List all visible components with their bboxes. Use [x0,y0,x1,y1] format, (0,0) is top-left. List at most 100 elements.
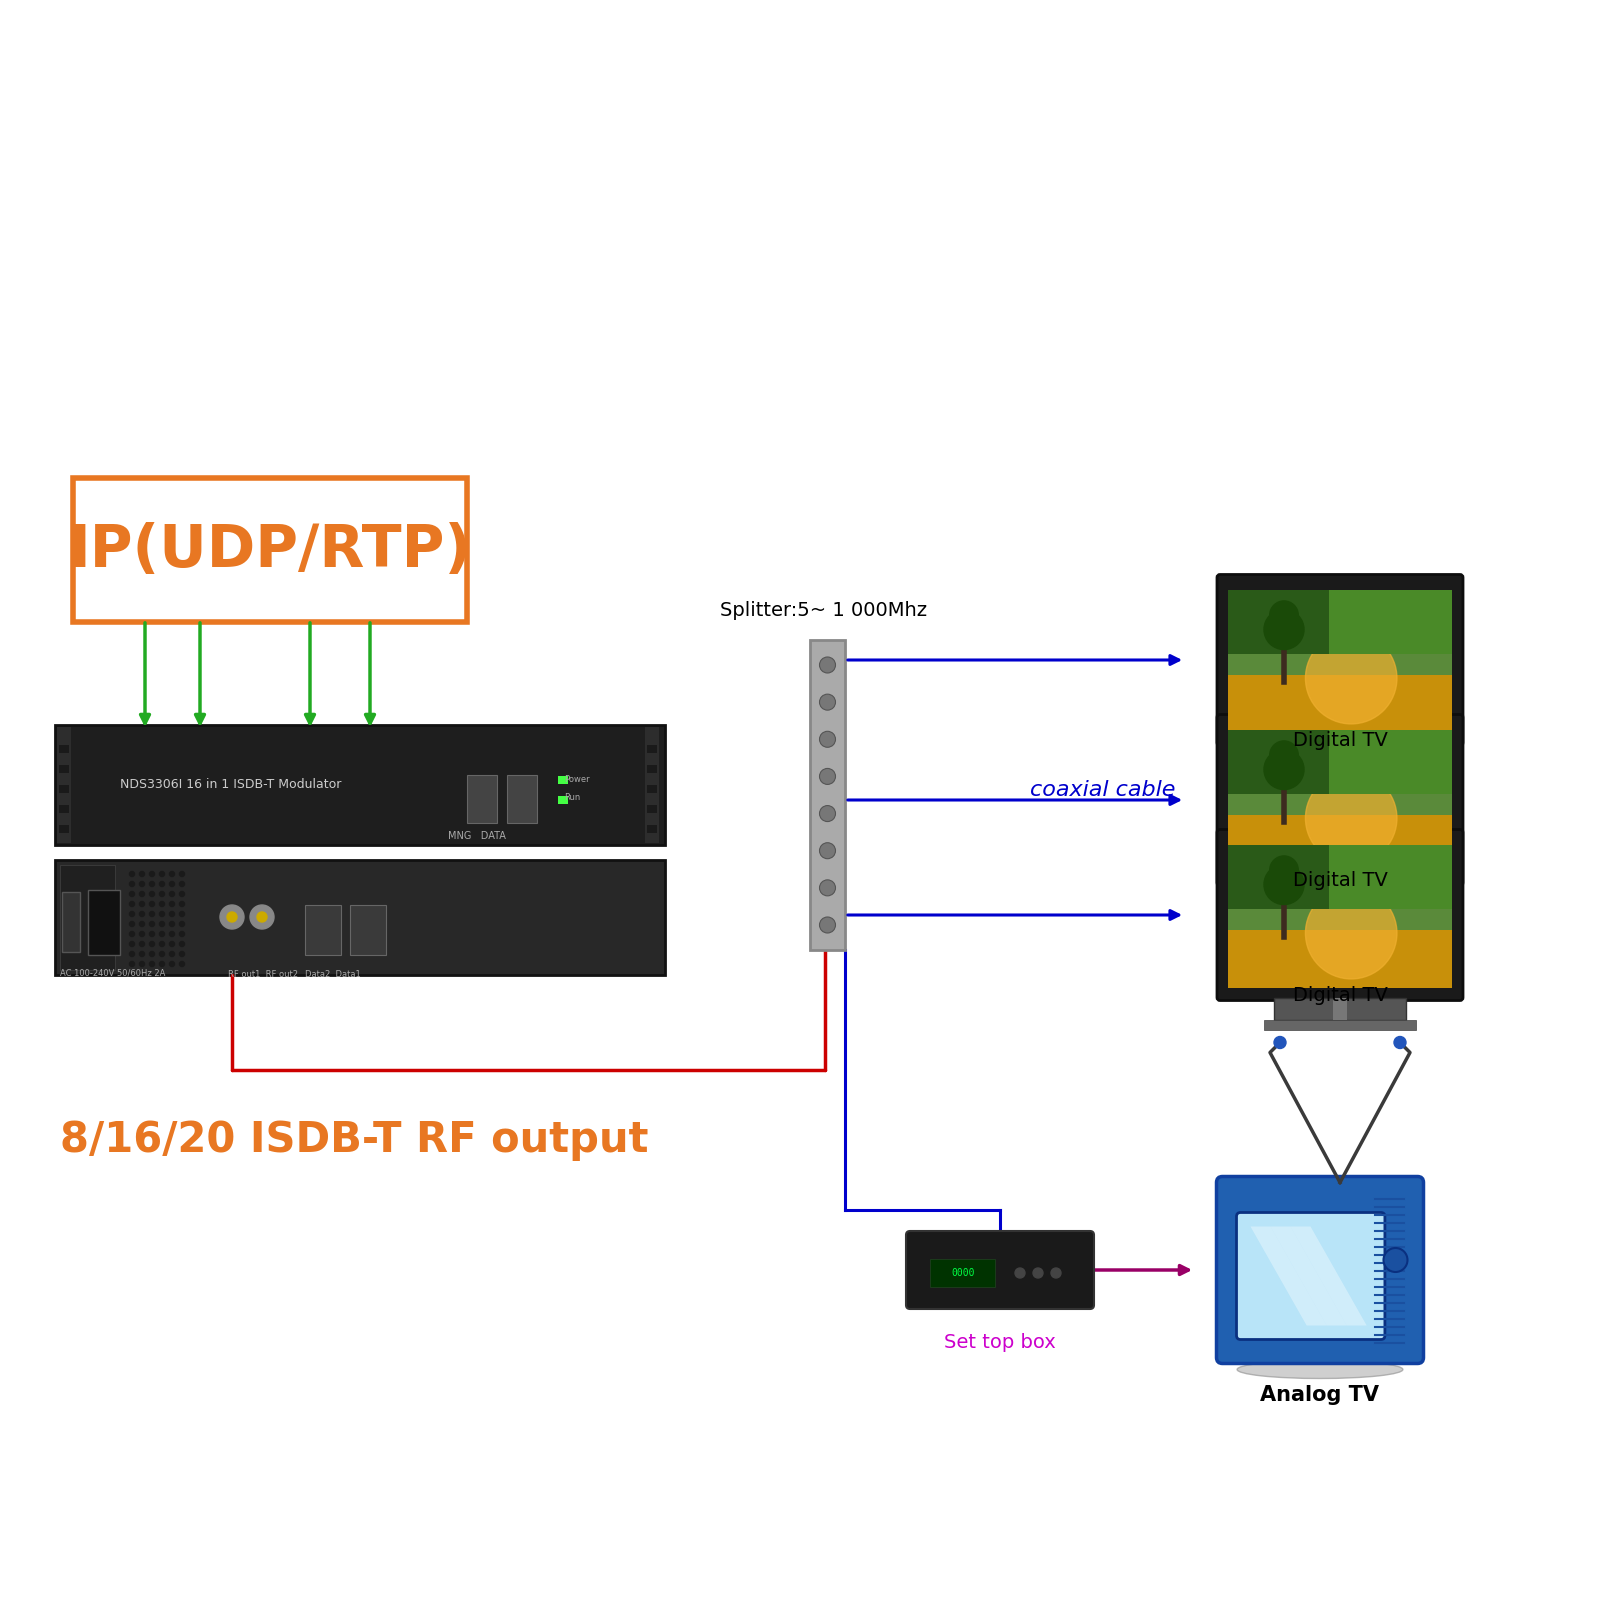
Circle shape [149,941,155,947]
Bar [1229,845,1453,930]
Circle shape [139,941,144,947]
Bar [1274,742,1406,765]
Circle shape [160,912,165,917]
Bar [646,746,658,754]
Circle shape [139,931,144,936]
Circle shape [819,658,835,674]
Circle shape [139,912,144,917]
Circle shape [819,880,835,896]
Circle shape [1306,632,1397,723]
Circle shape [819,917,835,933]
Bar [1229,730,1453,816]
Bar [1328,589,1453,654]
Bar [1229,589,1453,675]
Text: Data2  Data1: Data2 Data1 [306,970,360,979]
Bar [645,726,659,843]
Circle shape [250,906,274,930]
Bar [1229,589,1328,654]
Circle shape [170,901,174,907]
Bar [306,906,341,955]
Circle shape [179,931,184,936]
Circle shape [179,901,184,907]
Bar [62,893,80,952]
Bar [59,826,69,834]
Circle shape [1306,773,1397,864]
Circle shape [160,882,165,886]
Circle shape [149,922,155,926]
Circle shape [160,891,165,896]
Circle shape [149,962,155,966]
Circle shape [170,882,174,886]
Circle shape [160,941,165,947]
Circle shape [1014,1267,1026,1278]
Circle shape [819,694,835,710]
Bar [59,765,69,773]
Circle shape [1264,864,1304,904]
FancyBboxPatch shape [74,478,467,622]
Circle shape [139,922,144,926]
Bar [58,726,70,843]
Text: AC 100-240V 50/60Hz 2A: AC 100-240V 50/60Hz 2A [61,970,165,978]
Circle shape [170,962,174,966]
Bar [59,746,69,754]
Circle shape [130,952,134,957]
Circle shape [160,922,165,926]
Bar [1229,730,1328,794]
Circle shape [149,912,155,917]
Circle shape [149,901,155,907]
Circle shape [819,843,835,859]
Text: 0000: 0000 [952,1267,974,1278]
Text: Digital TV: Digital TV [1293,870,1387,890]
Text: coaxial cable: coaxial cable [1030,781,1176,800]
Text: Analog TV: Analog TV [1261,1386,1379,1405]
Polygon shape [1251,1227,1326,1325]
Bar [558,776,568,784]
Circle shape [1270,602,1298,629]
Circle shape [819,731,835,747]
Bar [1328,845,1453,909]
Circle shape [179,891,184,896]
FancyBboxPatch shape [906,1230,1094,1309]
Circle shape [179,941,184,947]
Bar [1333,997,1347,1019]
Circle shape [139,882,144,886]
Circle shape [170,922,174,926]
Bar [54,861,666,974]
Circle shape [170,941,174,947]
Circle shape [179,962,184,966]
Circle shape [179,882,184,886]
Circle shape [170,931,174,936]
Bar [61,866,115,970]
Polygon shape [1270,1227,1347,1325]
Bar [350,906,386,955]
Bar [646,786,658,794]
Bar [1333,883,1347,904]
FancyBboxPatch shape [1218,715,1462,885]
FancyBboxPatch shape [1218,574,1462,746]
Text: Set top box: Set top box [944,1333,1056,1352]
Bar [558,795,568,803]
Circle shape [130,962,134,966]
Bar [1274,997,1406,1019]
Bar [930,1259,995,1286]
Bar [1333,742,1347,765]
Text: MNG   DATA: MNG DATA [448,830,506,842]
Circle shape [149,872,155,877]
Text: Power: Power [563,776,590,784]
Bar [467,774,498,822]
Text: Digital TV: Digital TV [1293,986,1387,1005]
Bar [1264,904,1416,915]
Bar [646,765,658,773]
Bar [1229,930,1453,987]
Bar [1229,675,1453,733]
Bar [59,805,69,813]
Circle shape [130,931,134,936]
Circle shape [179,872,184,877]
Text: 8/16/20 ISDB-T RF output: 8/16/20 ISDB-T RF output [61,1118,648,1162]
Bar [1264,1019,1416,1029]
Circle shape [139,901,144,907]
Bar [810,640,845,950]
Circle shape [819,768,835,784]
Text: Digital TV: Digital TV [1293,731,1387,750]
Circle shape [130,891,134,896]
